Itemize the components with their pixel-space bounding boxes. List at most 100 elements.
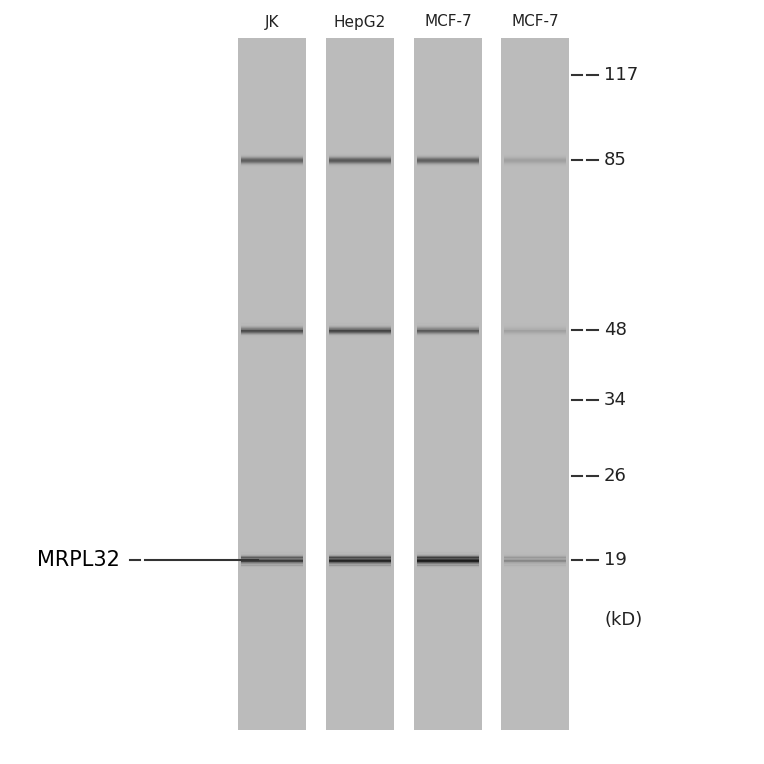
FancyBboxPatch shape	[241, 159, 303, 160]
FancyBboxPatch shape	[416, 331, 479, 332]
FancyBboxPatch shape	[241, 564, 303, 565]
FancyBboxPatch shape	[241, 555, 303, 557]
FancyBboxPatch shape	[329, 325, 391, 327]
FancyBboxPatch shape	[416, 160, 479, 161]
FancyBboxPatch shape	[329, 332, 391, 334]
Text: 19: 19	[604, 551, 627, 569]
FancyBboxPatch shape	[416, 553, 479, 555]
FancyBboxPatch shape	[501, 38, 569, 730]
Text: 85: 85	[604, 151, 627, 169]
FancyBboxPatch shape	[329, 331, 391, 332]
FancyBboxPatch shape	[329, 565, 391, 567]
FancyBboxPatch shape	[329, 333, 391, 335]
FancyBboxPatch shape	[416, 565, 479, 567]
FancyBboxPatch shape	[241, 158, 303, 160]
FancyBboxPatch shape	[241, 330, 303, 332]
FancyBboxPatch shape	[416, 162, 479, 163]
FancyBboxPatch shape	[238, 38, 306, 730]
FancyBboxPatch shape	[241, 333, 303, 335]
FancyBboxPatch shape	[329, 558, 391, 559]
FancyBboxPatch shape	[416, 327, 479, 329]
FancyBboxPatch shape	[503, 161, 566, 163]
FancyBboxPatch shape	[241, 562, 303, 565]
FancyBboxPatch shape	[329, 157, 391, 158]
FancyBboxPatch shape	[414, 38, 482, 730]
FancyBboxPatch shape	[503, 328, 566, 329]
FancyBboxPatch shape	[329, 329, 391, 331]
FancyBboxPatch shape	[241, 562, 303, 563]
FancyBboxPatch shape	[329, 160, 391, 161]
FancyBboxPatch shape	[241, 332, 303, 334]
FancyBboxPatch shape	[329, 327, 391, 329]
FancyBboxPatch shape	[416, 161, 479, 163]
FancyBboxPatch shape	[416, 556, 479, 558]
FancyBboxPatch shape	[329, 162, 391, 163]
FancyBboxPatch shape	[241, 163, 303, 164]
FancyBboxPatch shape	[416, 159, 479, 160]
FancyBboxPatch shape	[241, 162, 303, 163]
FancyBboxPatch shape	[416, 325, 479, 327]
FancyBboxPatch shape	[416, 564, 479, 565]
FancyBboxPatch shape	[329, 163, 391, 164]
Text: 26: 26	[604, 467, 627, 485]
Text: 117: 117	[604, 66, 638, 84]
FancyBboxPatch shape	[416, 330, 479, 332]
FancyBboxPatch shape	[241, 558, 303, 561]
FancyBboxPatch shape	[329, 553, 391, 555]
FancyBboxPatch shape	[329, 562, 391, 565]
Text: JK: JK	[265, 15, 280, 30]
FancyBboxPatch shape	[329, 159, 391, 160]
FancyBboxPatch shape	[416, 333, 479, 335]
Text: (kD): (kD)	[604, 611, 643, 629]
FancyBboxPatch shape	[416, 562, 479, 565]
Text: MRPL32: MRPL32	[37, 550, 119, 570]
FancyBboxPatch shape	[329, 555, 391, 557]
FancyBboxPatch shape	[416, 158, 479, 160]
FancyBboxPatch shape	[416, 157, 479, 158]
FancyBboxPatch shape	[416, 163, 479, 164]
FancyBboxPatch shape	[503, 558, 566, 559]
FancyBboxPatch shape	[503, 562, 566, 563]
FancyBboxPatch shape	[416, 555, 479, 557]
FancyBboxPatch shape	[503, 558, 566, 561]
FancyBboxPatch shape	[329, 156, 391, 157]
FancyBboxPatch shape	[416, 329, 479, 331]
FancyBboxPatch shape	[503, 562, 566, 565]
FancyBboxPatch shape	[503, 160, 566, 161]
Text: 34: 34	[604, 391, 627, 409]
FancyBboxPatch shape	[503, 158, 566, 160]
FancyBboxPatch shape	[326, 38, 394, 730]
FancyBboxPatch shape	[503, 159, 566, 160]
FancyBboxPatch shape	[241, 329, 303, 331]
FancyBboxPatch shape	[329, 558, 391, 561]
FancyBboxPatch shape	[241, 160, 303, 161]
FancyBboxPatch shape	[416, 332, 479, 334]
FancyBboxPatch shape	[416, 560, 479, 562]
Text: MCF-7: MCF-7	[424, 15, 472, 30]
FancyBboxPatch shape	[241, 327, 303, 329]
FancyBboxPatch shape	[416, 156, 479, 157]
FancyBboxPatch shape	[329, 560, 391, 562]
FancyBboxPatch shape	[416, 558, 479, 561]
FancyBboxPatch shape	[503, 560, 566, 562]
FancyBboxPatch shape	[241, 331, 303, 332]
FancyBboxPatch shape	[241, 161, 303, 163]
FancyBboxPatch shape	[241, 328, 303, 329]
FancyBboxPatch shape	[241, 560, 303, 562]
FancyBboxPatch shape	[329, 158, 391, 160]
FancyBboxPatch shape	[416, 562, 479, 563]
Text: MCF-7: MCF-7	[511, 15, 558, 30]
FancyBboxPatch shape	[241, 156, 303, 157]
FancyBboxPatch shape	[503, 556, 566, 558]
FancyBboxPatch shape	[329, 562, 391, 563]
FancyBboxPatch shape	[503, 329, 566, 331]
FancyBboxPatch shape	[329, 330, 391, 332]
FancyBboxPatch shape	[416, 558, 479, 559]
FancyBboxPatch shape	[241, 558, 303, 559]
Text: HepG2: HepG2	[334, 15, 386, 30]
FancyBboxPatch shape	[329, 556, 391, 558]
FancyBboxPatch shape	[416, 328, 479, 329]
FancyBboxPatch shape	[329, 564, 391, 565]
FancyBboxPatch shape	[503, 331, 566, 332]
FancyBboxPatch shape	[241, 157, 303, 158]
